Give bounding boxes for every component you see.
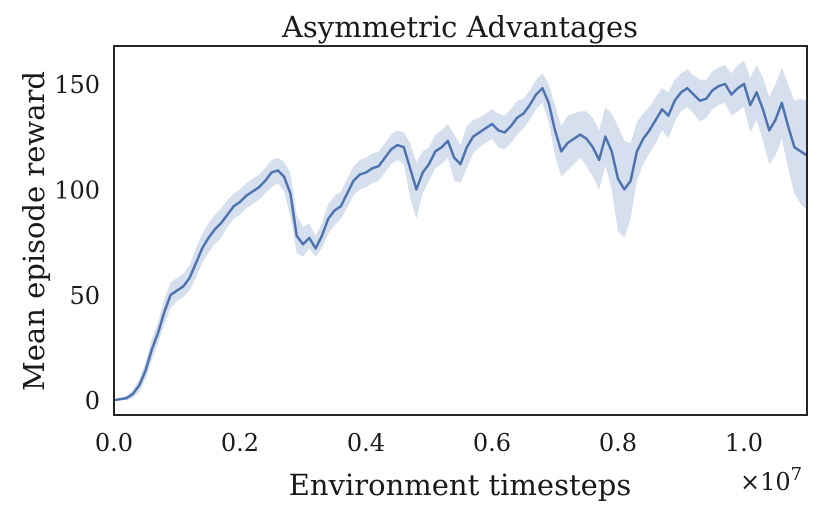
- confidence-band-layer: [114, 60, 807, 401]
- confidence-band: [114, 60, 807, 401]
- series-line: [113, 82, 808, 402]
- chart-title: Asymmetric Advantages: [281, 10, 638, 44]
- y-axis-label: Mean episode reward: [17, 71, 51, 391]
- x-axis-label: Environment timesteps: [289, 468, 631, 502]
- x-tick-label: 0.2: [221, 429, 259, 457]
- y-tick-label: 50: [69, 282, 100, 310]
- y-tick-label: 100: [54, 176, 100, 204]
- tick-labels-layer: 0.0 0.2 0.4 0.6 0.8 1.0 0 50 100 150: [54, 71, 763, 457]
- x-tick-label: 0.6: [473, 429, 511, 457]
- x-tick-label: 1.0: [725, 429, 763, 457]
- series-line-layer: [113, 82, 808, 402]
- x-tick-label: 0.4: [347, 429, 385, 457]
- axes-frame: [113, 45, 808, 416]
- x-axis-offset-label: ×107: [740, 464, 802, 496]
- axes-layer: [113, 45, 808, 416]
- y-tick-label: 150: [54, 71, 100, 99]
- y-tick-label: 0: [85, 387, 100, 415]
- x-tick-label: 0.8: [599, 429, 637, 457]
- x-tick-label: 0.0: [95, 429, 133, 457]
